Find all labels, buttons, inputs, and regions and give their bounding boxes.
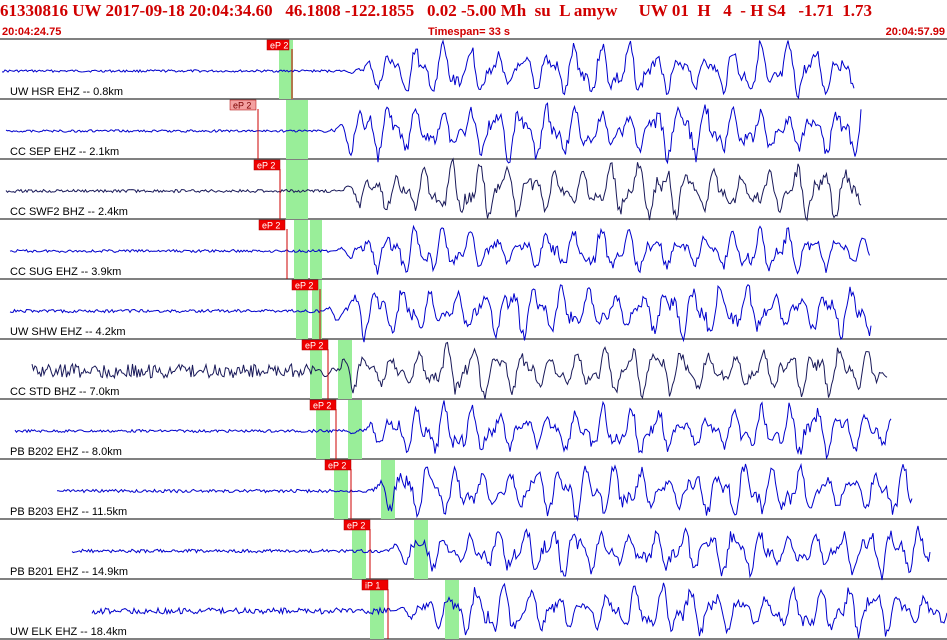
station-label: PB B202 EHZ -- 8.0km xyxy=(10,446,122,458)
analysis-window[interactable] xyxy=(310,220,322,279)
pick-label: eP 2 xyxy=(328,461,346,471)
analysis-window[interactable] xyxy=(334,460,348,519)
analysis-window[interactable] xyxy=(338,340,352,399)
station-label: CC SEP EHZ -- 2.1km xyxy=(10,146,120,158)
waveform-trace[interactable] xyxy=(71,525,931,581)
analysis-window[interactable] xyxy=(286,160,308,219)
timespan-label: Timespan= 33 s xyxy=(428,26,511,38)
analysis-window[interactable] xyxy=(279,40,293,99)
pick-flag[interactable]: eP 2 xyxy=(253,159,281,171)
waveform-trace[interactable] xyxy=(31,341,888,400)
pick-flag[interactable]: eP 2 xyxy=(291,279,319,291)
waveform-trace[interactable] xyxy=(1,39,855,99)
time-axis-header: 20:04:24.75 Timespan= 33 s 20:04:57.99 xyxy=(0,25,947,39)
pick-flag[interactable]: eP 2 xyxy=(258,219,286,231)
analysis-window[interactable] xyxy=(352,520,366,579)
pick-label: eP 2 xyxy=(295,281,313,291)
waveform-trace[interactable] xyxy=(9,224,870,275)
end-time: 20:04:57.99 xyxy=(885,26,945,38)
pick-label: eP 2 xyxy=(313,401,331,411)
analysis-window[interactable] xyxy=(296,280,308,339)
pick-flag[interactable]: eP 2 xyxy=(229,99,257,111)
analysis-window[interactable] xyxy=(414,520,428,579)
waveform-trace[interactable] xyxy=(91,582,947,639)
analysis-window[interactable] xyxy=(348,400,362,459)
event-summary-line: 61330816 UW 2017-09-18 20:04:34.60 46.18… xyxy=(0,1,873,20)
pick-label: eP 2 xyxy=(233,101,251,111)
station-label: CC STD BHZ -- 7.0km xyxy=(10,386,120,398)
waveform-trace[interactable] xyxy=(5,157,862,222)
waveform-trace[interactable] xyxy=(9,283,872,343)
start-time: 20:04:24.75 xyxy=(2,26,62,38)
station-label: PB B201 EHZ -- 14.9km xyxy=(10,566,128,578)
station-label: UW SHW EHZ -- 4.2km xyxy=(10,326,126,338)
station-label: PB B203 EHZ -- 11.5km xyxy=(10,506,128,518)
waveform-trace[interactable] xyxy=(57,462,913,522)
pick-flag[interactable]: eP 2 xyxy=(309,399,337,411)
waveform-trace[interactable] xyxy=(5,102,862,165)
pick-label: eP 2 xyxy=(305,341,323,351)
pick-label: eP 2 xyxy=(270,41,288,51)
pick-flag[interactable]: eP 2 xyxy=(266,39,290,51)
station-label: UW HSR EHZ -- 0.8km xyxy=(10,86,124,98)
pick-label: eP 2 xyxy=(347,521,365,531)
analysis-window[interactable] xyxy=(294,220,308,279)
pick-flag[interactable]: eP 2 xyxy=(301,339,329,351)
station-label: CC SUG EHZ -- 3.9km xyxy=(10,266,122,278)
analysis-window[interactable] xyxy=(381,460,395,519)
pick-label: eP 2 xyxy=(262,221,280,231)
pick-flag[interactable]: eP 2 xyxy=(324,459,352,471)
station-label: CC SWF2 BHZ -- 2.4km xyxy=(10,206,128,218)
analysis-window[interactable] xyxy=(445,580,459,639)
pick-flag[interactable]: iP 1 xyxy=(361,579,389,591)
pick-label: iP 1 xyxy=(365,581,380,591)
waveform-trace[interactable] xyxy=(14,400,892,460)
pick-label: eP 2 xyxy=(257,161,275,171)
analysis-window[interactable] xyxy=(316,400,330,459)
analysis-window[interactable] xyxy=(310,340,322,399)
analysis-window[interactable] xyxy=(286,100,308,159)
station-label: UW ELK EHZ -- 18.4km xyxy=(10,626,127,638)
pick-flag[interactable]: eP 2 xyxy=(343,519,371,531)
